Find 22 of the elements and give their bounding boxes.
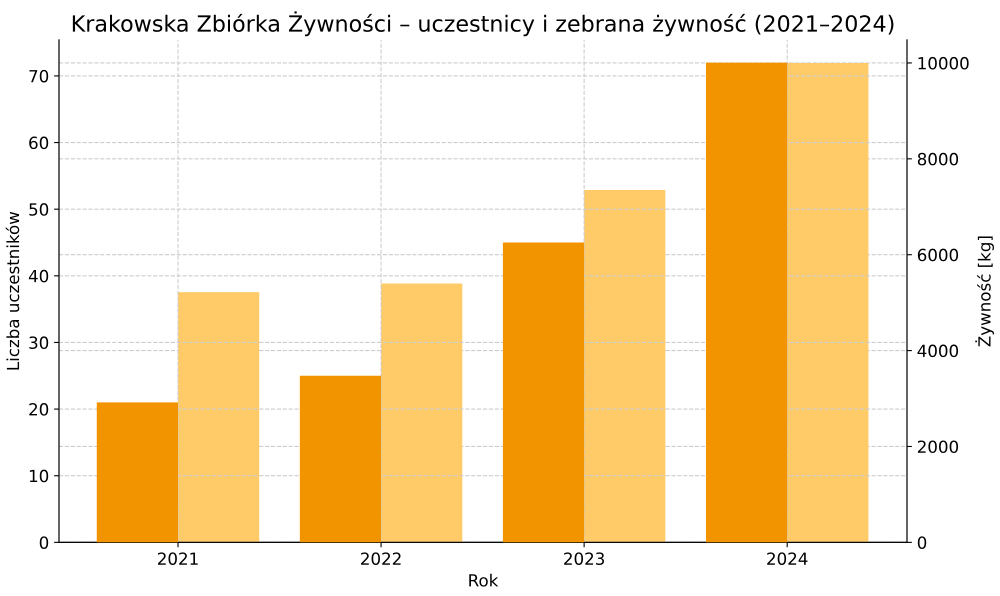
y2-tick-label: 6000: [918, 248, 958, 262]
y-tick-label: 40: [28, 270, 48, 282]
y2-tick-label: 4000: [918, 344, 958, 358]
x-tick-label: 2022: [361, 552, 401, 565]
y2-tick-label: 0: [918, 536, 926, 549]
y-tick-label: 70: [29, 70, 48, 82]
chart-title: Krakowska Zbiórka Żywności – uczestnicy i zebrana żywność (2021–2024): [72, 11, 894, 36]
x-tick-label: 2024: [767, 552, 808, 565]
y-tick-label: 60: [29, 136, 48, 150]
x-tick-label: 2023: [564, 552, 604, 565]
x-tick-label: 2021: [158, 552, 198, 565]
y2-axis-title: Żywność [kg]: [975, 236, 994, 346]
y2-tick-label: 8000: [918, 152, 958, 166]
y-tick-label: 50: [29, 203, 48, 216]
y-tick-label: 20: [29, 403, 48, 416]
y-tick-label: 10: [30, 470, 48, 482]
y-tick-label: 0: [40, 536, 48, 549]
y-axis-title: Liczba uczestników: [6, 212, 20, 370]
x-axis-title: Rok: [469, 574, 498, 587]
y2-tick-label: 10000: [918, 56, 969, 70]
y-tick-label: 30: [29, 336, 48, 350]
y2-tick-label: 2000: [918, 440, 958, 454]
